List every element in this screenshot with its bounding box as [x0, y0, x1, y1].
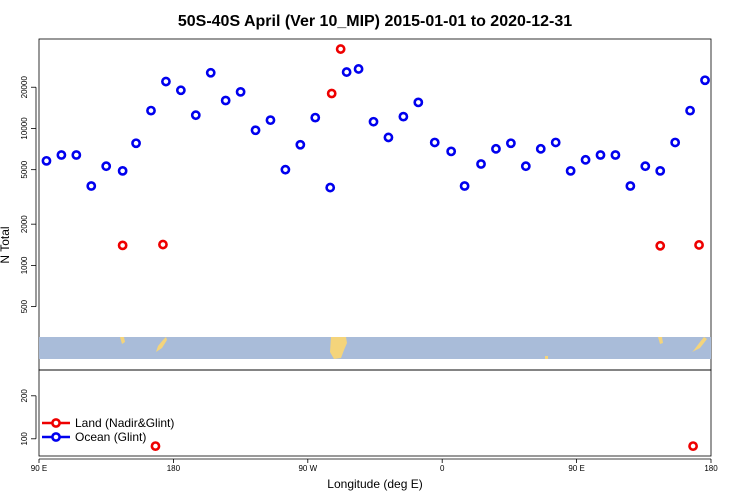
x-tick-label: 90 E [568, 464, 584, 473]
legend: Land (Nadir&Glint)Ocean (Glint) [42, 416, 174, 444]
ocean-point [235, 86, 246, 97]
land-point [655, 240, 666, 251]
ocean-point [505, 138, 516, 149]
ocean-point [459, 181, 470, 191]
ocean-point [491, 143, 501, 154]
main-plot-frame [38, 38, 712, 371]
ocean-point [205, 67, 216, 78]
land-point [158, 239, 168, 250]
ocean-point [220, 95, 231, 106]
ocean-point [353, 64, 364, 74]
ocean-point [101, 161, 112, 172]
lower-y-tick-label: 100 [20, 432, 29, 446]
y-tick-label: 2000 [20, 215, 29, 233]
ocean-point [86, 181, 97, 191]
ocean-point [655, 165, 666, 176]
legend-marker-ocean [51, 432, 61, 442]
land-point [694, 240, 704, 250]
y-tick-label: 5000 [20, 160, 29, 178]
ocean-point [341, 67, 352, 77]
x-tick-label: 180 [167, 464, 181, 473]
legend-label-land: Land (Nadir&Glint) [75, 416, 174, 430]
land-patch [120, 337, 125, 344]
land-patch [330, 337, 347, 359]
legend-label-ocean: Ocean (Glint) [75, 430, 146, 444]
lower-plot-frame [38, 369, 712, 457]
ocean-point [700, 75, 710, 86]
ocean-point [161, 76, 171, 87]
ocean-point [446, 146, 457, 157]
ocean-point [265, 115, 276, 126]
legend-marker-land [51, 418, 61, 428]
ocean-point [325, 182, 336, 193]
ocean-point [398, 111, 409, 122]
ocean-point [310, 112, 321, 123]
land-lower-point [688, 441, 698, 452]
ocean-point [56, 150, 67, 160]
y-tick-label: 500 [20, 299, 29, 313]
ocean-point [368, 116, 379, 127]
ocean-point [625, 181, 636, 191]
ocean-point [41, 155, 52, 166]
land-point [326, 88, 337, 99]
land-patch [692, 337, 707, 352]
land-point [117, 240, 128, 251]
land-patch [156, 337, 167, 352]
y-axis-title: N Total [0, 226, 12, 263]
land-patch [545, 356, 548, 359]
x-tick-label: 90 W [298, 464, 317, 473]
ocean-point [476, 159, 486, 169]
ocean-point [595, 150, 606, 160]
x-tick-label: 180 [704, 464, 718, 473]
x-tick-label: 0 [440, 464, 445, 473]
ocean-point [610, 150, 621, 160]
ocean-point [550, 137, 561, 148]
ocean-point [295, 139, 306, 150]
ocean-point [580, 154, 591, 165]
ocean-point [131, 138, 141, 149]
chart-title: 50S-40S April (Ver 10_MIP) 2015-01-01 to… [178, 13, 572, 30]
x-tick-label: 90 E [31, 464, 47, 473]
lower-y-tick-label: 200 [20, 389, 29, 403]
ocean-point [520, 161, 531, 172]
ocean-point [383, 132, 394, 143]
land-patch [658, 337, 663, 344]
y-tick-label: 1000 [20, 256, 29, 274]
y-axis: 500 1000 2000 5000 10000 20000 [20, 76, 37, 313]
data-points [41, 44, 710, 452]
ocean-point [71, 150, 82, 160]
ocean-band [39, 337, 711, 359]
ocean-point [146, 105, 156, 116]
ocean-point [640, 161, 651, 172]
y-tick-label: 20000 [20, 76, 29, 99]
x-axis: 90 E 180 90 W 0 90 E 180 [31, 458, 718, 473]
ocean-point [413, 97, 424, 108]
ocean-point [175, 85, 186, 96]
world-map-strip [39, 337, 711, 359]
ocean-point [190, 110, 201, 121]
ocean-point [429, 137, 440, 148]
land-point [335, 44, 346, 54]
x-axis-title: Longitude (deg E) [327, 477, 422, 491]
ocean-point [670, 137, 681, 148]
land-lower-point [150, 441, 161, 452]
ocean-point [280, 164, 291, 175]
y-tick-label: 10000 [20, 117, 29, 140]
ocean-point [117, 165, 128, 176]
ocean-point [565, 165, 576, 176]
ocean-point [685, 105, 695, 116]
ocean-point [535, 143, 546, 154]
ocean-point [250, 125, 261, 136]
lower-y-axis: 100 200 [20, 389, 37, 446]
